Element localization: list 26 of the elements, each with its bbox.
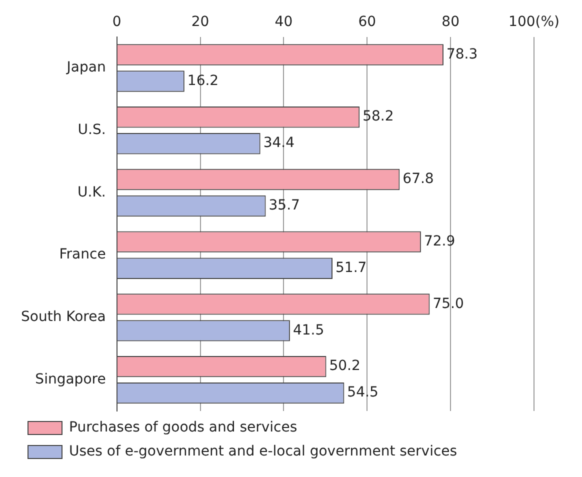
x-tick-label: 100(%) — [508, 14, 560, 30]
x-tick-label: 40 — [274, 14, 293, 30]
data-label: 34.4 — [263, 135, 295, 152]
y-tick-label: South Korea — [21, 309, 106, 326]
y-tick-label: France — [59, 246, 106, 263]
data-label: 16.2 — [187, 72, 219, 89]
data-label: 35.7 — [268, 198, 300, 214]
data-label: 67.8 — [402, 171, 434, 188]
y-tick-label: Japan — [66, 60, 106, 76]
data-label: 51.7 — [336, 260, 367, 276]
data-label: 54.5 — [347, 384, 378, 401]
y-tick-label: U.K. — [78, 184, 106, 200]
x-tick-label: 20 — [191, 14, 210, 30]
y-tick-label: U.S. — [78, 122, 106, 138]
x-tick-label: 80 — [442, 14, 460, 30]
data-label: 41.5 — [292, 322, 324, 338]
legend-label: Purchases of goods and services — [69, 420, 298, 436]
data-label: 50.2 — [329, 358, 360, 374]
legend-label: Uses of e-government and e-local government services — [69, 444, 458, 460]
x-tick-label: 60 — [358, 14, 376, 30]
x-tick-label: 0 — [112, 14, 122, 30]
y-tick-label: Singapore — [35, 371, 106, 388]
data-label: 72.9 — [424, 233, 456, 250]
data-label: 58.2 — [362, 108, 394, 125]
data-label: 75.0 — [432, 296, 464, 312]
data-label: 78.3 — [446, 46, 478, 62]
